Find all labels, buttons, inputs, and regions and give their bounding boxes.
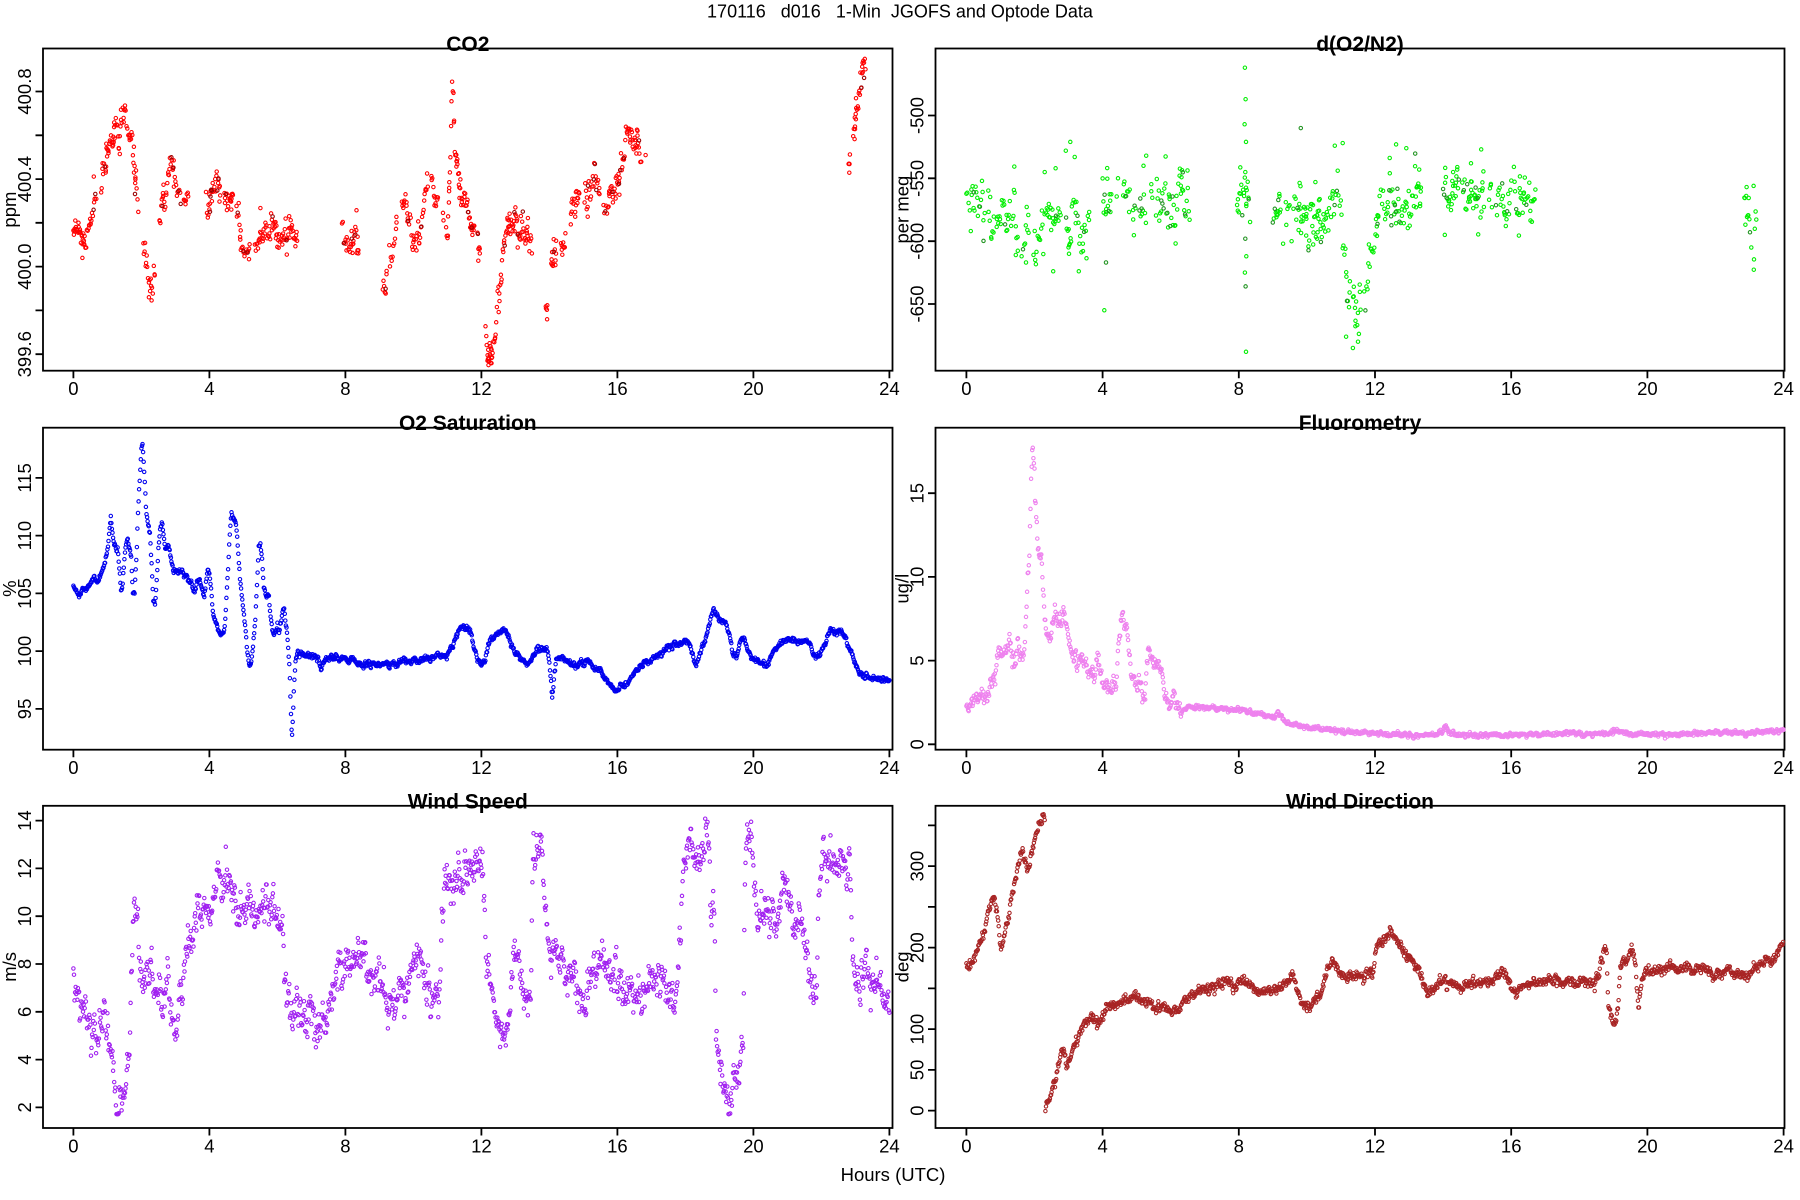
svg-text:95: 95 — [14, 699, 35, 720]
svg-text:170116 d016 1-Min JGOFS a: 170116 d016 1-Min JGOFS and Optode Data — [707, 2, 1094, 22]
svg-text:20: 20 — [1637, 378, 1658, 399]
svg-text:399.6: 399.6 — [14, 331, 35, 377]
svg-text:0: 0 — [961, 757, 971, 778]
svg-text:-650: -650 — [907, 285, 928, 322]
svg-text:8: 8 — [1234, 757, 1244, 778]
svg-text:%: % — [0, 580, 20, 596]
svg-text:16: 16 — [1501, 378, 1522, 399]
svg-text:4: 4 — [14, 1054, 35, 1064]
svg-text:10: 10 — [14, 906, 35, 927]
svg-text:16: 16 — [607, 378, 628, 399]
svg-text:24: 24 — [879, 1136, 900, 1157]
svg-text:12: 12 — [1365, 757, 1386, 778]
svg-text:16: 16 — [607, 757, 628, 778]
svg-text:8: 8 — [340, 757, 350, 778]
svg-text:20: 20 — [743, 378, 764, 399]
svg-text:115: 115 — [14, 463, 35, 493]
svg-text:2: 2 — [14, 1102, 35, 1112]
svg-text:0: 0 — [68, 757, 78, 778]
svg-text:12: 12 — [471, 1136, 492, 1157]
svg-text:12: 12 — [14, 858, 35, 879]
svg-text:12: 12 — [471, 378, 492, 399]
svg-text:6: 6 — [14, 1007, 35, 1017]
svg-text:8: 8 — [340, 1136, 350, 1157]
svg-text:4: 4 — [204, 378, 214, 399]
svg-text:400.8: 400.8 — [14, 68, 35, 114]
svg-text:4: 4 — [1097, 757, 1107, 778]
svg-text:14: 14 — [14, 810, 35, 831]
svg-text:CO2: CO2 — [446, 33, 489, 56]
svg-text:15: 15 — [907, 483, 928, 504]
svg-text:16: 16 — [1501, 757, 1522, 778]
svg-text:8: 8 — [340, 378, 350, 399]
svg-text:400.4: 400.4 — [14, 156, 35, 202]
svg-text:-550: -550 — [907, 160, 928, 197]
svg-text:4: 4 — [204, 757, 214, 778]
svg-text:d(O2/N2): d(O2/N2) — [1316, 33, 1404, 56]
svg-text:4: 4 — [204, 1136, 214, 1157]
svg-text:24: 24 — [879, 757, 900, 778]
svg-text:0: 0 — [68, 1136, 78, 1157]
svg-text:ug/l: ug/l — [892, 574, 913, 604]
svg-text:24: 24 — [1773, 378, 1794, 399]
svg-text:20: 20 — [1637, 757, 1658, 778]
svg-text:0: 0 — [961, 378, 971, 399]
svg-text:20: 20 — [743, 1136, 764, 1157]
svg-text:ppm: ppm — [0, 192, 20, 228]
svg-text:12: 12 — [471, 757, 492, 778]
svg-text:20: 20 — [743, 757, 764, 778]
svg-text:per meg: per meg — [892, 176, 913, 244]
svg-text:m/s: m/s — [0, 952, 20, 982]
svg-text:8: 8 — [1234, 378, 1244, 399]
svg-text:24: 24 — [879, 378, 900, 399]
svg-text:0: 0 — [68, 378, 78, 399]
svg-text:16: 16 — [607, 1136, 628, 1157]
svg-text:-500: -500 — [907, 97, 928, 134]
svg-text:Wind Speed: Wind Speed — [408, 790, 528, 813]
svg-text:Fluorometry: Fluorometry — [1299, 412, 1422, 435]
svg-text:O2 Saturation: O2 Saturation — [399, 412, 537, 435]
svg-text:400.0: 400.0 — [14, 243, 35, 289]
svg-text:24: 24 — [1773, 757, 1794, 778]
svg-text:5: 5 — [907, 655, 928, 665]
svg-text:-600: -600 — [907, 223, 928, 260]
svg-text:4: 4 — [1097, 378, 1107, 399]
svg-text:110: 110 — [14, 521, 35, 551]
svg-text:105: 105 — [14, 578, 35, 609]
svg-text:0: 0 — [907, 739, 928, 749]
svg-text:12: 12 — [1365, 378, 1386, 399]
svg-text:100: 100 — [14, 636, 35, 667]
